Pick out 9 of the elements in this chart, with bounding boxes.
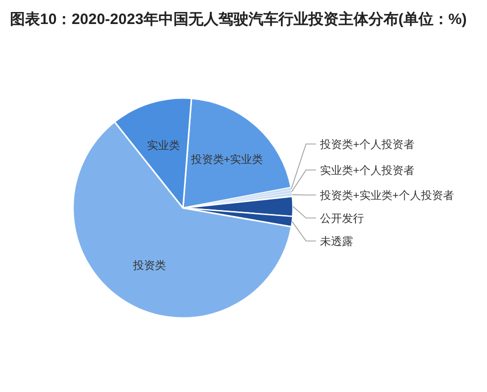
slice-label: 实业类+个人投资者 xyxy=(320,164,414,177)
slice-label: 公开发行 xyxy=(320,213,364,225)
slice-label: 投资类+实业类+个人投资者 xyxy=(319,189,454,202)
slice-label: 未透露 xyxy=(320,235,353,248)
title: 图表10：2020-2023年中国无人驾驶汽车行业投资主体分布(单位：%) xyxy=(10,11,467,28)
slice-label: 投资类+个人投资者 xyxy=(319,138,414,151)
slice-label: 投资类+实业类 xyxy=(190,152,264,166)
slice-label: 投资类 xyxy=(132,258,166,272)
slice-label: 实业类 xyxy=(147,138,180,152)
